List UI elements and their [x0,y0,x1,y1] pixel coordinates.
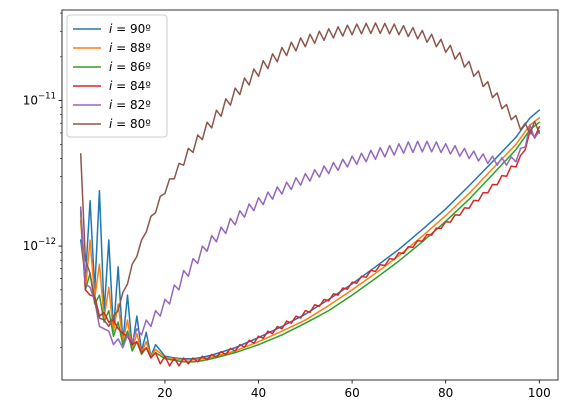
series-layer [79,22,541,367]
x-tick-label-1: 40 [251,386,266,400]
series-line-2 [79,121,541,363]
series-line-4 [79,124,541,349]
legend-label-2: i = 86º [109,60,151,74]
x-tick-label-4: 100 [528,386,551,400]
legend-box [66,14,168,138]
x-tick-label-3: 80 [438,386,453,400]
series-line-1 [79,116,541,361]
x-tick-label-2: 60 [344,386,359,400]
legend-label-5: i = 80º [109,117,151,131]
x-tick-label-0: 20 [157,386,172,400]
legend-label-0: i = 90º [109,22,151,36]
series-line-0 [79,109,541,360]
y-tick-label-1: 10−11 [23,92,56,108]
plot-frame [61,9,559,381]
y-tick-label-0: 10−12 [23,237,56,253]
axis-layer: 20 40 60 80 100 10−12 10−11 [23,12,551,400]
series-line-5 [79,22,541,328]
legend: i = 90º i = 88º i = 86º i = 84º i = 82º i = 8… [66,14,168,138]
legend-label-4: i = 82º [109,98,151,112]
legend-label-1: i = 88º [109,41,151,55]
legend-label-3: i = 84º [109,79,151,93]
series-line-3 [79,125,541,367]
